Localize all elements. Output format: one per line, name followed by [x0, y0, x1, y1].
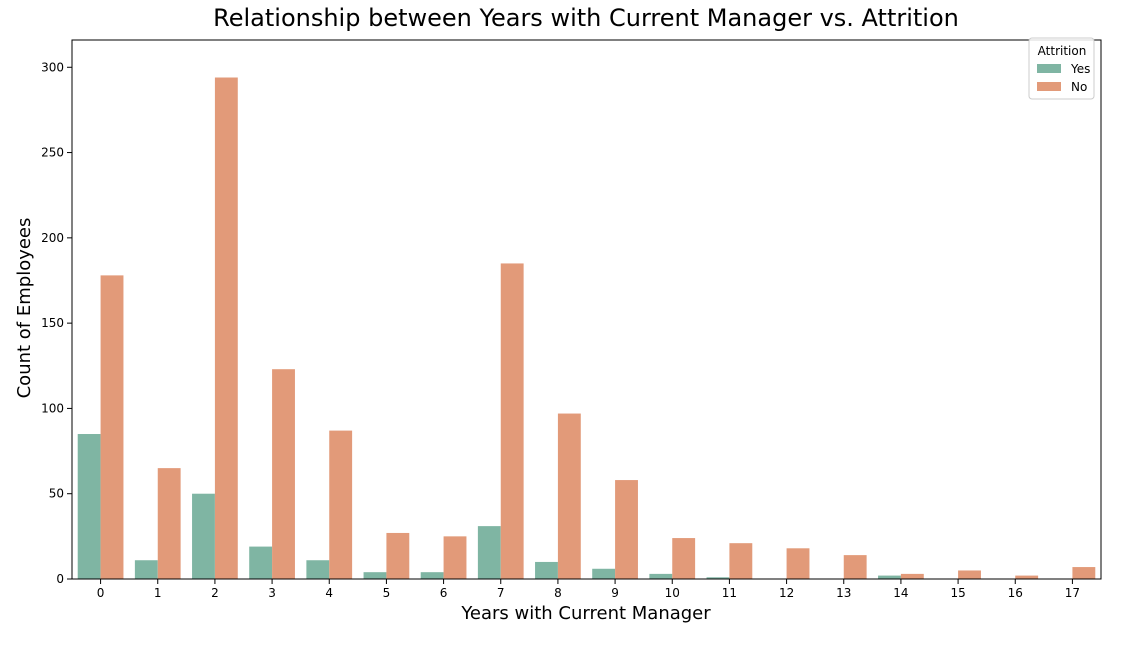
- bar-yes-4: [306, 560, 330, 579]
- bar-no-2: [214, 77, 238, 579]
- chart-title: Relationship between Years with Current …: [213, 4, 959, 32]
- x-tick-label: 16: [1008, 586, 1023, 600]
- bar-no-5: [386, 532, 410, 579]
- bar-yes-7: [477, 526, 501, 579]
- bar-no-3: [272, 369, 295, 579]
- bar-no-15: [958, 570, 981, 579]
- bar-no-11: [729, 543, 753, 579]
- bar-yes-3: [249, 546, 273, 579]
- legend-swatch-yes: [1037, 64, 1061, 73]
- bar-yes-10: [649, 573, 673, 579]
- x-tick-label: 8: [554, 586, 562, 600]
- bar-yes-2: [192, 493, 215, 579]
- legend: Attrition Yes No: [1028, 37, 1095, 100]
- bar-yes-6: [420, 572, 444, 579]
- y-tick-label: 150: [41, 316, 64, 330]
- bar-yes-14: [878, 575, 901, 579]
- y-axis-label: Count of Employees: [14, 218, 35, 399]
- x-tick-label: 0: [97, 586, 105, 600]
- legend-title: Attrition: [1038, 44, 1087, 58]
- y-tick-label: 200: [41, 231, 64, 245]
- bar-no-9: [615, 480, 638, 579]
- bar-no-6: [443, 536, 467, 579]
- x-tick-label: 2: [211, 586, 219, 600]
- x-axis-label: Years with Current Manager: [460, 603, 711, 624]
- x-tick-label: 14: [893, 586, 908, 600]
- x-tick-label: 15: [950, 586, 965, 600]
- legend-swatch-no: [1037, 82, 1061, 91]
- plot-frame: [71, 39, 1102, 580]
- bar-yes-11: [706, 577, 730, 579]
- x-tick-label: 11: [722, 586, 737, 600]
- x-tick-label: 7: [497, 586, 505, 600]
- plot-border: [71, 39, 1102, 580]
- bar-yes-9: [592, 568, 616, 579]
- x-tick-label: 4: [325, 586, 333, 600]
- y-tick-label: 50: [49, 487, 64, 501]
- bar-no-14: [900, 573, 924, 579]
- bar-no-12: [786, 548, 810, 579]
- bar-no-7: [500, 263, 524, 579]
- x-axis: 0 1 2 3 4 5 6 7 8 9 10 11 12 13 14 15 16 17: [97, 579, 1080, 600]
- x-tick-label: 9: [611, 586, 619, 600]
- y-axis: 0 50 100 150 200 250 300: [41, 60, 72, 586]
- bar-no-4: [329, 430, 353, 579]
- bar-no-16: [1015, 575, 1039, 579]
- bars: [77, 77, 1096, 579]
- bar-yes-0: [77, 434, 101, 579]
- x-tick-label: 17: [1065, 586, 1080, 600]
- y-tick-label: 250: [41, 146, 64, 160]
- bar-yes-1: [134, 560, 158, 579]
- x-tick-label: 1: [154, 586, 162, 600]
- bar-no-8: [557, 413, 581, 579]
- x-tick-label: 13: [836, 586, 851, 600]
- y-tick-label: 0: [56, 572, 64, 586]
- bar-yes-8: [535, 561, 558, 579]
- bar-no-1: [157, 468, 181, 579]
- y-tick-label: 100: [41, 401, 64, 415]
- x-tick-label: 12: [779, 586, 794, 600]
- x-tick-label: 5: [383, 586, 391, 600]
- legend-label-yes: Yes: [1070, 62, 1090, 76]
- x-tick-label: 3: [268, 586, 276, 600]
- legend-label-no: No: [1071, 80, 1087, 94]
- x-tick-label: 6: [440, 586, 448, 600]
- bar-no-13: [843, 555, 867, 579]
- bar-no-0: [100, 275, 124, 579]
- bar-yes-5: [363, 572, 387, 579]
- bar-no-17: [1072, 567, 1096, 579]
- y-tick-label: 300: [41, 60, 64, 74]
- bar-no-10: [672, 538, 696, 579]
- x-tick-label: 10: [665, 586, 680, 600]
